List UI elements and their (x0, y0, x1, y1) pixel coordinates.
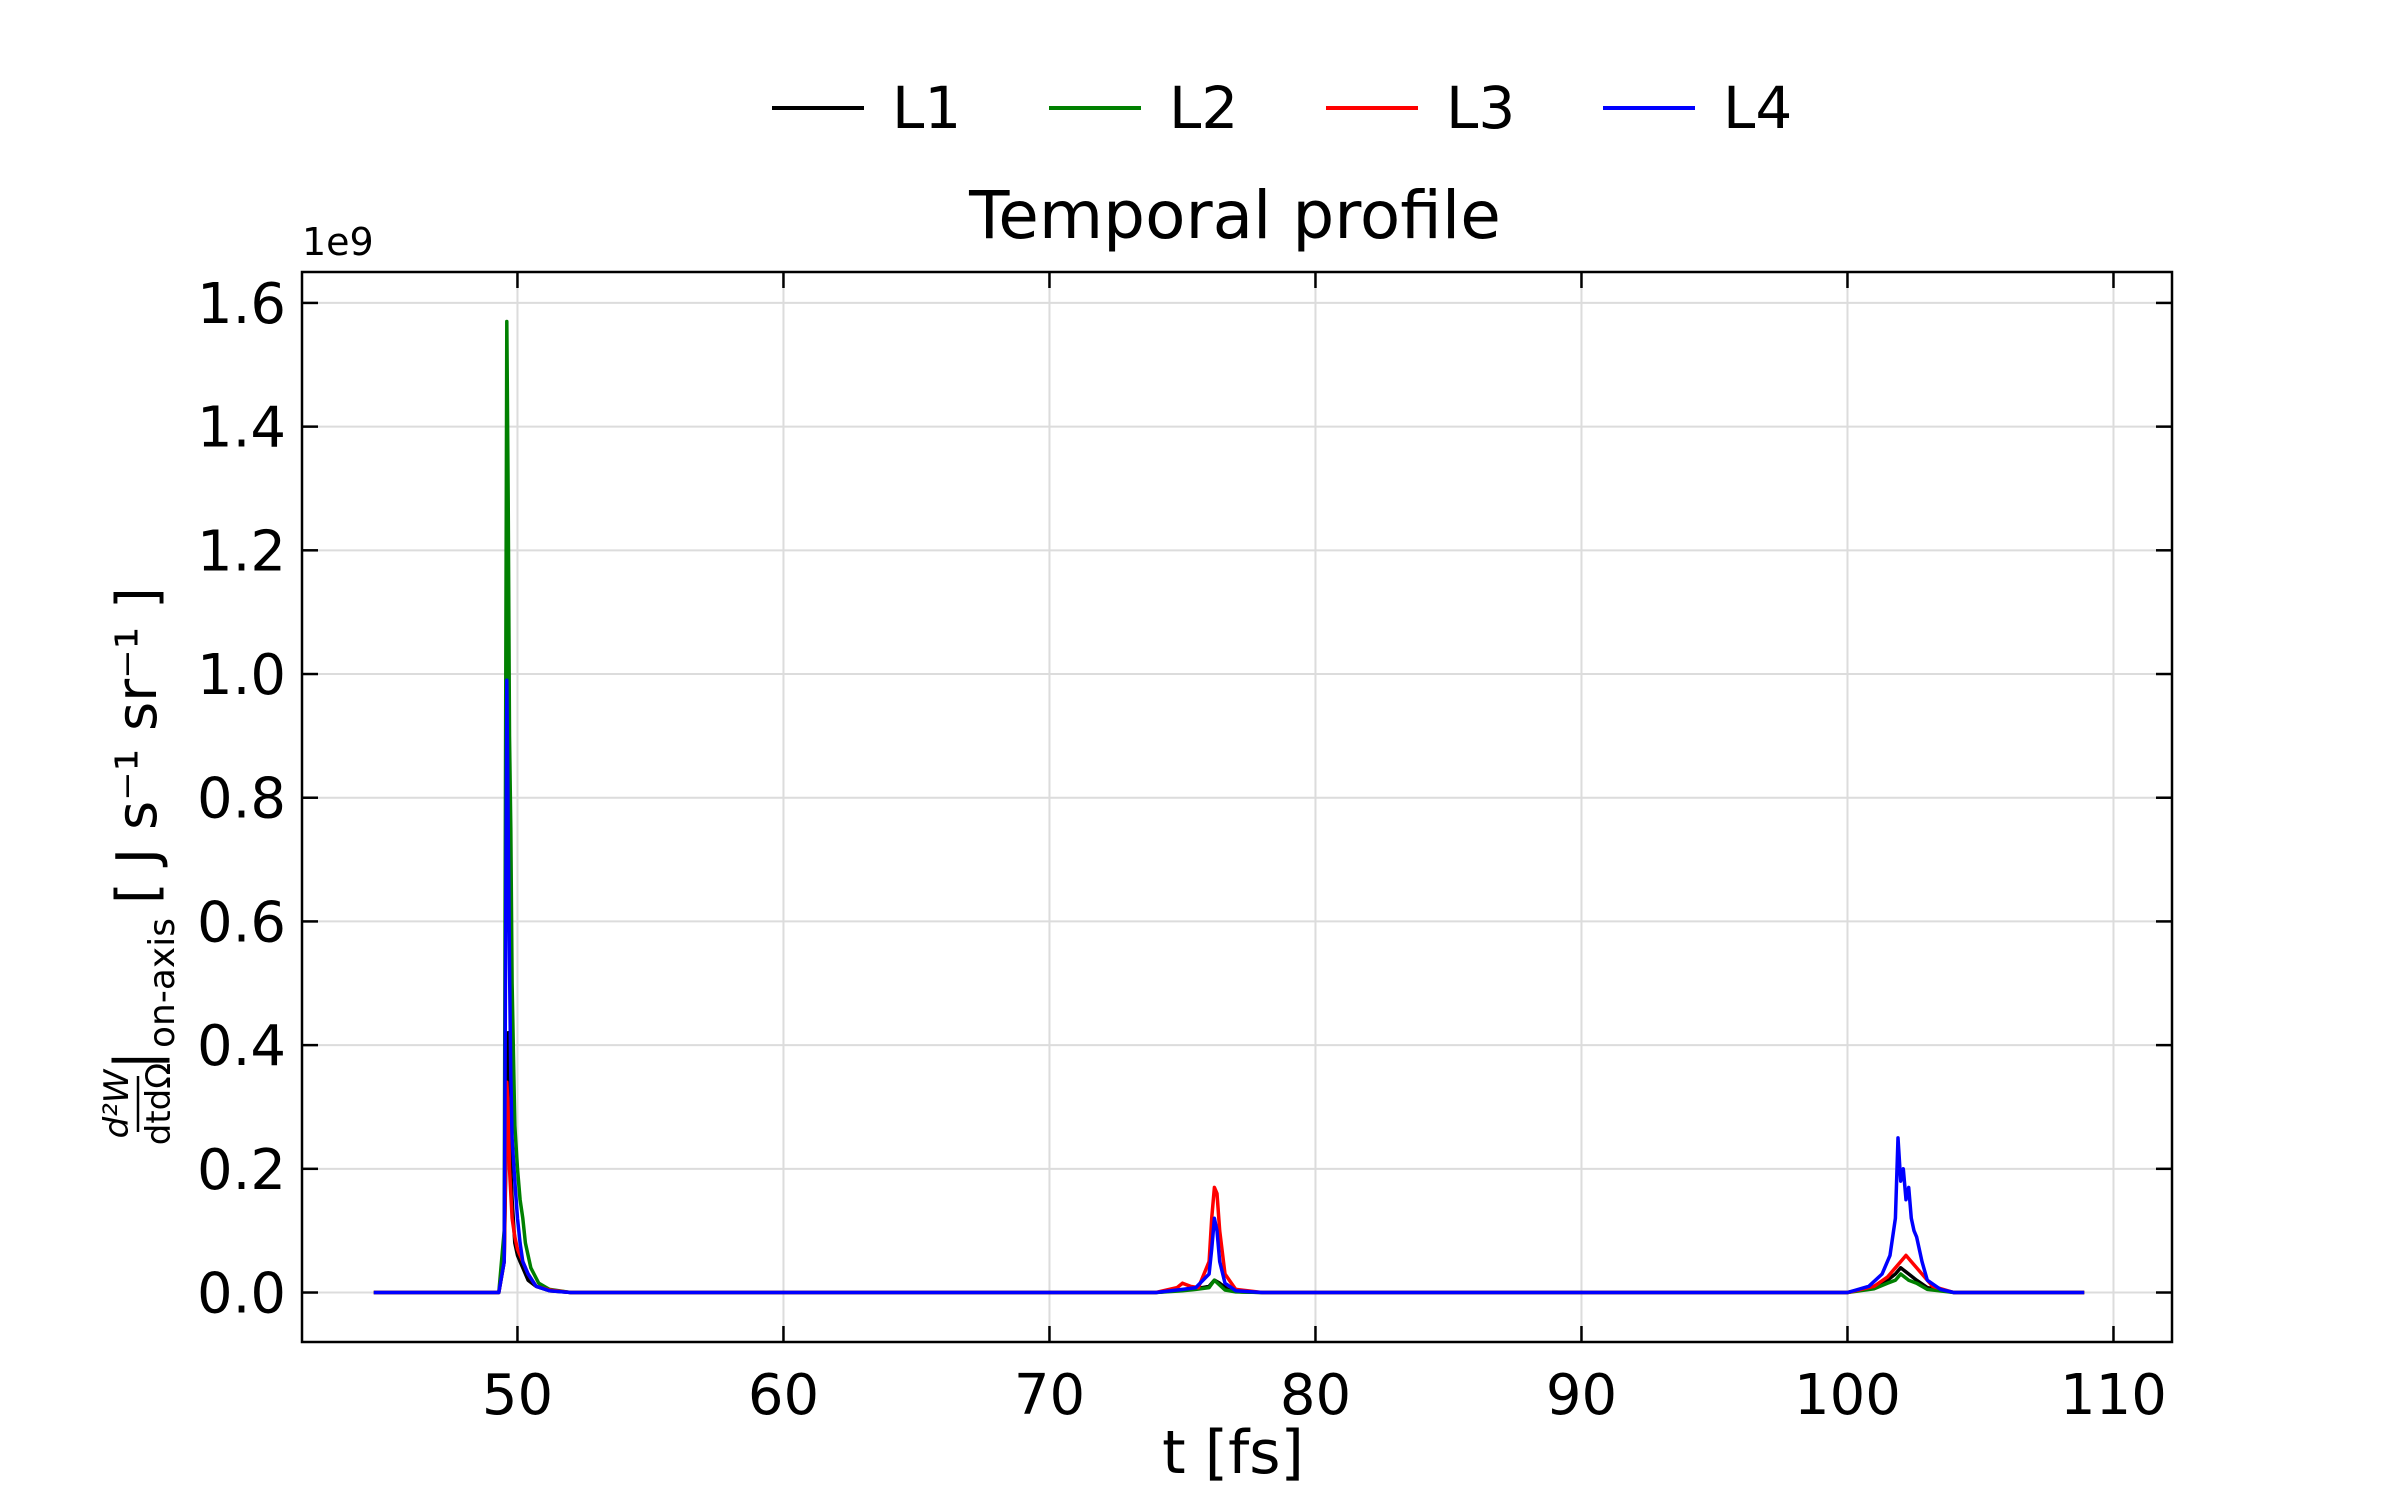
series-line-l3 (373, 1080, 2085, 1295)
legend-item-l4: L4 (1603, 74, 1792, 142)
y-tick-label: 0.0 (197, 1262, 286, 1327)
x-tick-label: 60 (748, 1363, 819, 1428)
ticks (302, 272, 2172, 1342)
y-label-bar: | (102, 1050, 170, 1070)
legend: L1 L2 L3 L4 (772, 74, 1792, 142)
legend-label: L2 (1169, 74, 1238, 142)
legend-item-l1: L1 (772, 74, 961, 142)
y-axis-label: d²W dtdΩ | on-axis [ J s⁻¹ sr⁻¹ ] (97, 587, 183, 1145)
x-tick-label: 70 (1014, 1363, 1085, 1428)
chart-title: Temporal profile (968, 177, 1501, 254)
series-lines (373, 319, 2085, 1295)
y-tick-label: 1.4 (197, 396, 286, 461)
x-tick-label: 90 (1546, 1363, 1617, 1428)
x-axis-label: t [fs] (1162, 1418, 1304, 1488)
tick-labels: 50 60 70 80 90 100 110 0.0 0.2 0.4 0.6 0.8 1.0 1.2 1.4… (197, 272, 2167, 1428)
y-tick-label: 0.2 (197, 1138, 286, 1203)
x-tick-label: 110 (2060, 1363, 2167, 1428)
legend-item-l3: L3 (1326, 74, 1515, 142)
y-label-numerator: d²W (97, 1068, 137, 1138)
x-tick-label: 80 (1280, 1363, 1351, 1428)
series-line-l4 (373, 678, 2085, 1295)
y-label-subscript: on-axis (142, 918, 183, 1048)
plot-frame (300, 270, 2174, 1344)
y-offset-label: 1e9 (302, 220, 374, 264)
y-tick-label: 0.4 (197, 1014, 286, 1079)
y-label-denominator: dtdΩ (139, 1063, 179, 1145)
legend-label: L3 (1446, 74, 1515, 142)
y-tick-label: 0.8 (197, 767, 286, 832)
y-tick-label: 1.2 (197, 519, 286, 584)
legend-item-l2: L2 (1049, 74, 1238, 142)
y-tick-label: 1.6 (197, 272, 286, 337)
y-tick-label: 0.6 (197, 890, 286, 955)
legend-label: L1 (892, 74, 961, 142)
legend-label: L4 (1723, 74, 1792, 142)
y-label-units: [ J s⁻¹ sr⁻¹ ] (105, 587, 170, 904)
y-tick-label: 1.0 (197, 643, 286, 708)
x-tick-label: 50 (482, 1363, 553, 1428)
x-tick-label: 100 (1794, 1363, 1901, 1428)
